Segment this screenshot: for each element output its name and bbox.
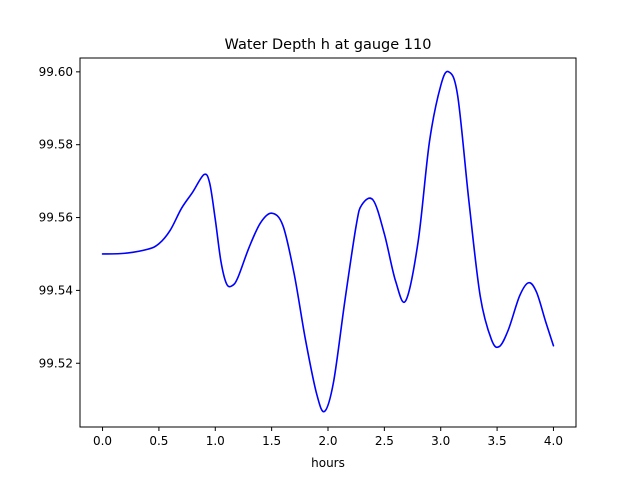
y-tick-label: 99.52 xyxy=(39,356,73,370)
plot-frame xyxy=(79,57,577,428)
y-tick-label: 99.58 xyxy=(39,138,73,152)
x-tick-label: 4.0 xyxy=(544,434,563,448)
y-tick-label: 99.60 xyxy=(39,65,73,79)
x-tick-label: 1.5 xyxy=(262,434,281,448)
x-tick-label: 2.5 xyxy=(375,434,394,448)
x-tick-label: 3.0 xyxy=(431,434,450,448)
x-tick-label: 3.5 xyxy=(488,434,507,448)
x-tick-label: 0.0 xyxy=(93,434,112,448)
y-tick-label: 99.54 xyxy=(39,283,73,297)
x-tick-label: 2.0 xyxy=(318,434,337,448)
x-axis-label: hours xyxy=(311,456,345,470)
x-tick-label: 1.0 xyxy=(206,434,225,448)
y-axis: 99.52 99.54 99.56 99.58 99.60 xyxy=(39,65,80,370)
x-tick-label: 0.5 xyxy=(149,434,168,448)
y-tick-label: 99.56 xyxy=(39,211,73,225)
series-line xyxy=(101,70,555,413)
x-axis: 0.0 0.5 1.0 1.5 2.0 2.5 3.0 3.5 4.0 xyxy=(93,427,563,448)
chart-title: Water Depth h at gauge 110 xyxy=(225,37,432,53)
